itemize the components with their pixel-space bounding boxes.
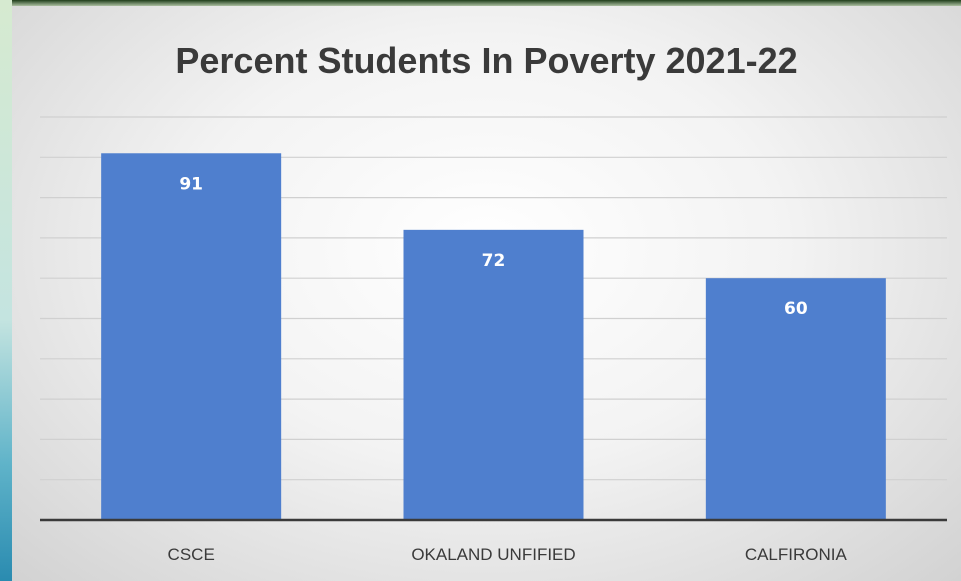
- bars: 91 72 60: [101, 153, 886, 520]
- bar-okaland-unfified: [403, 229, 584, 520]
- left-edge-strip: [0, 0, 12, 581]
- x-tick-label: OKALAND UNFIFIED: [411, 545, 575, 564]
- bar-value-label: 91: [179, 174, 203, 194]
- bar-value-label: 72: [482, 251, 506, 271]
- bar-chart: 91 72 60 CSCE OKALAND UNFIFIED CALFIRONIA: [40, 116, 947, 564]
- bar-calfironia: [705, 278, 886, 520]
- chart-title: Percent Students In Poverty 2021-22: [175, 40, 798, 81]
- top-edge-strip: [0, 0, 961, 8]
- x-tick-label: CSCE: [168, 545, 215, 564]
- x-tick-labels: CSCE OKALAND UNFIFIED CALFIRONIA: [168, 545, 848, 564]
- bar-value-label: 60: [784, 299, 808, 319]
- x-tick-label: CALFIRONIA: [745, 545, 848, 564]
- bar-csce: [101, 153, 282, 520]
- chart-panel: Percent Students In Poverty 2021-22 91 72…: [12, 6, 961, 581]
